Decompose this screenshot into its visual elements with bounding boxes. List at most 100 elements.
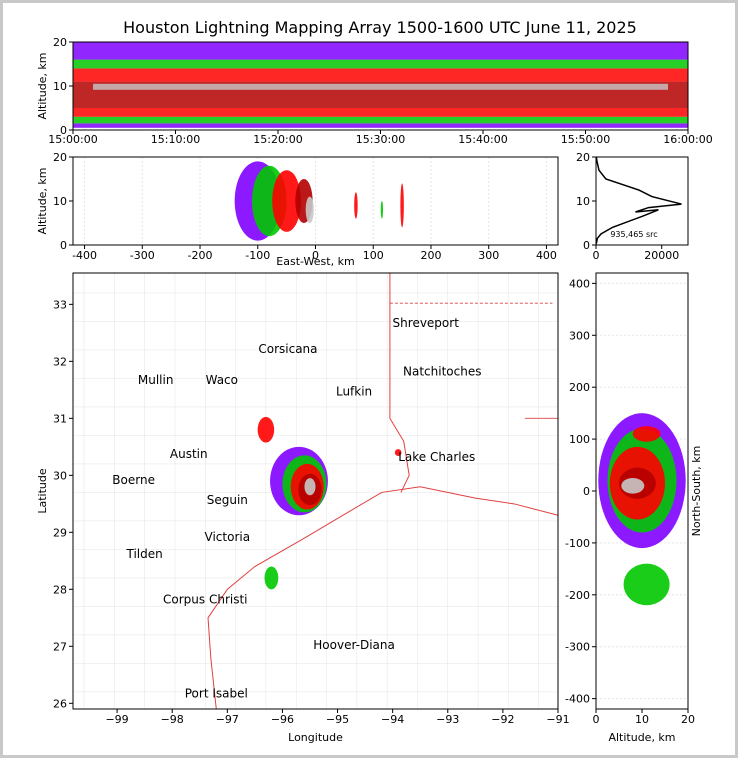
x-tick-label: −99 bbox=[105, 713, 128, 726]
y-tick-label: 29 bbox=[53, 526, 67, 539]
y-tick-label: 0 bbox=[60, 239, 67, 252]
time-height-panel: 0 10 20 15:00:00 15:10:00 15:20:00 15:30:00 15:… bbox=[36, 36, 713, 146]
y-tick-label: 20 bbox=[53, 151, 67, 164]
figure-title: Houston Lightning Mapping Array 1500-160… bbox=[123, 18, 637, 37]
plan-border bbox=[72, 272, 559, 710]
y-tick-label: 10 bbox=[53, 195, 67, 208]
y-tick-label: 32 bbox=[53, 355, 67, 368]
density-cell bbox=[257, 416, 275, 443]
x-tick-label: 15:20:00 bbox=[253, 133, 302, 146]
altitude-band bbox=[73, 123, 688, 128]
core-streak bbox=[93, 83, 668, 90]
y-tick-label: 0 bbox=[60, 124, 67, 137]
city-label: Lufkin bbox=[336, 385, 372, 399]
x-tick-label: -100 bbox=[245, 249, 270, 262]
x-tick-label: −94 bbox=[381, 713, 404, 726]
x-tick-label: 15:30:00 bbox=[356, 133, 405, 146]
city-label: Corsicana bbox=[258, 342, 317, 356]
y-tick-label: 400 bbox=[569, 277, 590, 290]
x-tick-label: -200 bbox=[188, 249, 213, 262]
x-tick-label: 0 bbox=[593, 249, 600, 262]
y-tick-label: -300 bbox=[565, 641, 590, 654]
north-south-panel: -400 -300 -200 -100 0 100 200 300 400 0 10 20 Altitu… bbox=[565, 272, 703, 744]
y-axis-label: Altitude, km bbox=[36, 167, 49, 234]
city-label: Tilden bbox=[126, 547, 163, 561]
y-tick-label: -200 bbox=[565, 589, 590, 602]
x-tick-label: 15:10:00 bbox=[151, 133, 200, 146]
x-tick-label: −95 bbox=[326, 713, 349, 726]
y-tick-label: 27 bbox=[53, 640, 67, 653]
density-cell bbox=[394, 449, 402, 456]
city-label: Seguin bbox=[207, 493, 248, 507]
city-label: Mullin bbox=[138, 373, 174, 387]
altitude-band bbox=[73, 42, 688, 60]
y-tick-label: 100 bbox=[569, 433, 590, 446]
density-cell bbox=[354, 192, 358, 219]
altitude-band bbox=[73, 108, 688, 117]
city-label: Port Isabel bbox=[185, 687, 248, 701]
city-label: Austin bbox=[170, 447, 208, 461]
y-axis-label: Latitude bbox=[36, 468, 49, 514]
city-label: Waco bbox=[206, 373, 238, 387]
x-tick-label: −92 bbox=[491, 713, 514, 726]
density-cell bbox=[272, 170, 302, 232]
density-cell bbox=[632, 426, 661, 442]
y-tick-label: 0 bbox=[583, 485, 590, 498]
altitude-band bbox=[73, 68, 688, 82]
y-tick-label: 10 bbox=[53, 80, 67, 93]
city-label: Shreveport bbox=[393, 316, 460, 330]
x-tick-label: 10 bbox=[635, 713, 649, 726]
y-tick-label: 0 bbox=[583, 239, 590, 252]
x-axis-label: Altitude, km bbox=[608, 731, 675, 744]
x-tick-label: -400 bbox=[72, 249, 97, 262]
x-axis-label: East-West, km bbox=[276, 255, 354, 268]
density-cell bbox=[400, 183, 404, 228]
state-border-tx-la bbox=[389, 273, 410, 493]
source-count-annotation: 935,465 src bbox=[610, 230, 657, 239]
city-label: Boerne bbox=[112, 473, 155, 487]
y-tick-label: 33 bbox=[53, 298, 67, 311]
city-label: Lake Charles bbox=[398, 450, 475, 464]
density-cell bbox=[305, 196, 314, 223]
y-axis-label: Altitude, km bbox=[36, 52, 49, 119]
city-label: Victoria bbox=[205, 530, 251, 544]
x-tick-label: 15:50:00 bbox=[561, 133, 610, 146]
altitude-band bbox=[73, 116, 688, 124]
x-tick-label: 16:00:00 bbox=[663, 133, 712, 146]
y-tick-label: -400 bbox=[565, 693, 590, 706]
density-cell bbox=[304, 478, 316, 496]
y-tick-label: 20 bbox=[576, 151, 590, 164]
x-tick-label: -300 bbox=[130, 249, 155, 262]
y-tick-label: 200 bbox=[569, 381, 590, 394]
y-tick-label: 300 bbox=[569, 329, 590, 342]
x-tick-label: 20 bbox=[681, 713, 695, 726]
y-tick-label: 20 bbox=[53, 36, 67, 49]
x-tick-label: −91 bbox=[546, 713, 569, 726]
y-axis-label: North-South, km bbox=[690, 446, 703, 537]
x-tick-label: −98 bbox=[161, 713, 184, 726]
histogram-line bbox=[595, 156, 682, 244]
y-tick-label: -100 bbox=[565, 537, 590, 550]
coastline bbox=[207, 486, 559, 710]
y-tick-label: 28 bbox=[53, 583, 67, 596]
x-tick-label: 0 bbox=[312, 249, 319, 262]
y-tick-label: 26 bbox=[53, 697, 67, 710]
x-tick-label: 200 bbox=[420, 249, 441, 262]
density-cell bbox=[621, 478, 645, 494]
city-label: Corpus Christi bbox=[163, 593, 248, 607]
x-tick-label: 0 bbox=[593, 713, 600, 726]
x-tick-label: 15:40:00 bbox=[458, 133, 507, 146]
x-tick-label: 300 bbox=[478, 249, 499, 262]
plan-view-panel: Shreveport Corsicana Natchitoches Mullin Wac… bbox=[36, 272, 570, 744]
altitude-histogram-panel: 0 10 20 0 20000 935,465 src bbox=[576, 151, 689, 262]
x-tick-label: −97 bbox=[216, 713, 239, 726]
density-cell bbox=[623, 563, 670, 606]
x-tick-label: 100 bbox=[363, 249, 384, 262]
x-tick-label: 20000 bbox=[644, 249, 679, 262]
altitude-band bbox=[73, 59, 688, 69]
x-tick-label: 15:00:00 bbox=[48, 133, 97, 146]
y-tick-label: 30 bbox=[53, 469, 67, 482]
density-cell bbox=[380, 201, 384, 219]
y-tick-label: 10 bbox=[576, 195, 590, 208]
